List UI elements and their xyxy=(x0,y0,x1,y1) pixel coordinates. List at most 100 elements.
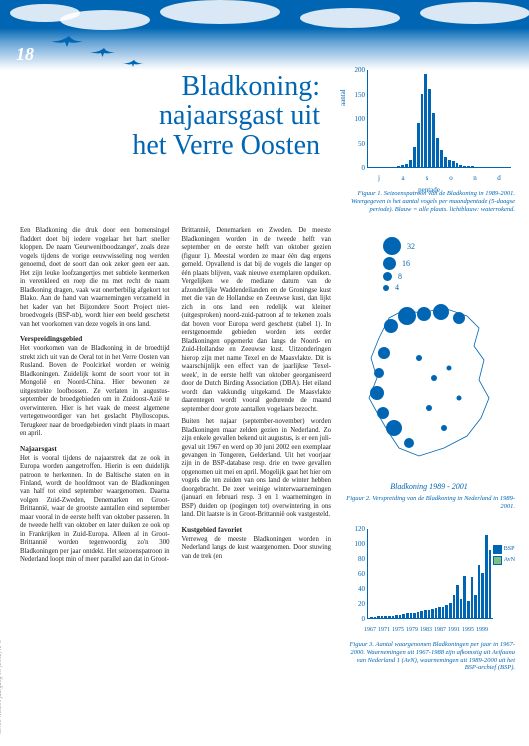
map-title: Bladkoning 1989 - 2001 xyxy=(343,482,515,491)
chart3-xtick: 1975 xyxy=(391,627,405,633)
content-area: Bladkoning: najaarsgast uit het Verre Oo… xyxy=(0,70,529,672)
legend-dot xyxy=(383,272,392,281)
chart3-bar xyxy=(399,615,402,618)
legend-label: 8 xyxy=(398,272,402,281)
chart3-bar xyxy=(395,615,398,618)
chart3-bar xyxy=(438,607,441,618)
title-line: najaarsgast uit xyxy=(159,100,320,131)
chart1-bar xyxy=(397,166,400,167)
chart3-xtick: 1967 xyxy=(363,627,377,633)
chart3-bar xyxy=(453,595,456,618)
chart3-xtick: 1987 xyxy=(433,627,447,633)
chart3-ytick: 0 xyxy=(349,615,365,623)
chart1-ytick: 100 xyxy=(349,115,365,123)
heading: Kustgebied favoriet xyxy=(182,526,332,535)
chart3-xtick: 1999 xyxy=(475,627,489,633)
chart3-bar xyxy=(485,535,488,618)
chart3-bar xyxy=(481,573,484,618)
chart3-bar xyxy=(417,612,420,618)
chart1-bar xyxy=(409,160,412,167)
map-caption: Figuur 2. Verspreiding van de Bladkoning… xyxy=(343,495,515,511)
map-legend-row: 4 xyxy=(383,283,515,292)
chart3-bar xyxy=(431,609,434,618)
chart1-bar xyxy=(444,157,447,167)
chart1-xtick: j xyxy=(367,174,391,182)
chart3-xtick: 1979 xyxy=(405,627,419,633)
chart3-bar xyxy=(420,611,423,618)
chart1-bar xyxy=(405,164,408,167)
chart3-ytick: 60 xyxy=(349,570,365,578)
header-band: 18 xyxy=(0,0,529,70)
legend-label: 32 xyxy=(407,242,415,251)
chart1-bar xyxy=(432,113,435,167)
column-2: Brittannië, Denemarken en Zweden. De mee… xyxy=(182,227,332,672)
map-legend: 32 168 4 xyxy=(383,237,515,292)
para: Een Bladkoning die druk door een bomensi… xyxy=(20,227,170,329)
chart1-bar xyxy=(428,89,431,167)
legend-swatch xyxy=(493,545,502,554)
chart3-bar xyxy=(474,595,477,618)
chart1-xlabel: pentade xyxy=(418,186,440,194)
chart3-bar xyxy=(392,616,395,618)
chart3-ytick: 20 xyxy=(349,600,365,608)
chart3-bar xyxy=(478,565,481,618)
chart3-wrap: 196719711975197919831987199119951999 BSP… xyxy=(343,525,515,672)
chart1-ytick: 150 xyxy=(349,91,365,99)
map-legend-row: 16 xyxy=(383,257,515,270)
chart3-bar xyxy=(370,617,373,618)
chart3-legend-row: BSP xyxy=(493,545,515,554)
chart3-bar xyxy=(377,616,380,618)
body-columns: Een Bladkoning die druk door een bomensi… xyxy=(20,213,515,672)
chart3-plot xyxy=(367,529,493,619)
chart3-bar xyxy=(445,605,448,618)
chart1-bar xyxy=(401,165,404,167)
chart3-bar xyxy=(388,616,391,618)
chart3-ytick: 40 xyxy=(349,585,365,593)
chart1-bar xyxy=(459,165,462,167)
chart3-ytick: 120 xyxy=(349,525,365,533)
chart3-bar xyxy=(460,599,463,618)
chart3-bar xyxy=(410,613,413,618)
legend-swatch xyxy=(493,556,502,565)
para: Brittannië, Denemarken en Zweden. De mee… xyxy=(182,227,332,414)
chart3-bar xyxy=(406,613,409,618)
chart1-xtick: s xyxy=(415,174,439,182)
swallow-icons xyxy=(34,26,194,76)
chart3-xaxis: 196719711975197919831987199119951999 xyxy=(367,627,493,633)
legend-label: 4 xyxy=(395,283,399,292)
chart3-bar xyxy=(442,607,445,618)
title-line: Bladkoning: xyxy=(182,71,320,102)
chart3-caption: Figuur 3. Aantal waargenomen Bladkoninge… xyxy=(343,641,515,672)
chart1-plot xyxy=(367,70,511,168)
legend-dot xyxy=(383,257,396,270)
chart3-ytick: 100 xyxy=(349,540,365,548)
chart1-ytick: 50 xyxy=(349,140,365,148)
chart1-bar xyxy=(467,166,470,167)
chart1-bar xyxy=(452,161,455,167)
heading: Najaarsgast xyxy=(20,445,170,454)
map xyxy=(349,298,509,478)
chart3-bar xyxy=(449,603,452,618)
legend-dot xyxy=(383,285,389,291)
page-number: 18 xyxy=(16,44,34,65)
para: Verreweg de meeste Bladkoningen worden i… xyxy=(182,536,332,561)
chart3-bar xyxy=(467,601,470,618)
chart1-bar xyxy=(424,74,427,167)
chart3-legend-row: AvN xyxy=(493,556,515,565)
chart1-ytick: 0 xyxy=(349,164,365,172)
chart3: 196719711975197919831987199119951999 BSP… xyxy=(343,525,515,637)
chart3-bar xyxy=(489,550,492,618)
chart1-bar xyxy=(456,163,459,167)
map-legend-row: 32 xyxy=(383,237,515,255)
chart3-bar xyxy=(402,614,405,618)
chart1: aantal 200150100500 jasond pentade xyxy=(343,66,515,186)
chart1-bar xyxy=(421,94,424,168)
chart1-bar xyxy=(413,147,416,167)
chart1-wrap: aantal 200150100500 jasond pentade Figuu… xyxy=(343,66,515,213)
title-line: het Verre Oosten xyxy=(132,130,320,161)
legend-dot xyxy=(383,237,401,255)
chart3-ytick: 80 xyxy=(349,555,365,563)
para: Buiten het najaar (september-november) w… xyxy=(182,418,332,520)
legend-label: 16 xyxy=(402,259,410,268)
chart1-bar xyxy=(463,166,466,167)
